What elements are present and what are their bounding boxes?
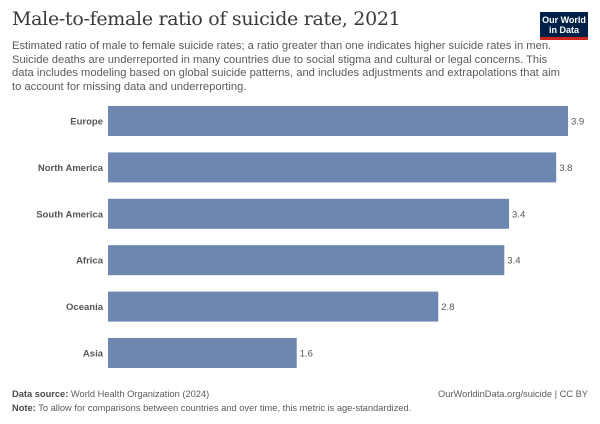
category-label: Africa xyxy=(76,256,104,267)
value-label: 3.4 xyxy=(512,209,525,220)
category-label: Oceania xyxy=(66,302,104,313)
source-label: Data source: xyxy=(12,389,69,399)
value-label: 1.6 xyxy=(300,349,313,360)
note: Note: To allow for comparisons between c… xyxy=(12,403,411,413)
value-label: 3.8 xyxy=(559,163,572,174)
data-source: Data source: World Health Organization (… xyxy=(12,389,209,399)
owid-logo[interactable]: Our World in Data xyxy=(540,12,588,40)
bar xyxy=(108,291,439,322)
bar xyxy=(108,106,568,136)
source-url[interactable]: OurWorldinData.org/suicide | CC BY xyxy=(437,389,588,399)
note-label: Note: xyxy=(12,403,36,413)
category-label: South America xyxy=(36,209,103,220)
chart-subtitle: Estimated ratio of male to female suicid… xyxy=(12,40,560,93)
source-text[interactable]: World Health Organization (2024) xyxy=(70,389,210,399)
chart-title: Male-to-female ratio of suicide rate, 20… xyxy=(12,8,401,30)
bar xyxy=(108,152,557,183)
bar xyxy=(108,338,297,368)
category-label: Europe xyxy=(70,117,103,128)
category-label: North America xyxy=(38,163,104,174)
category-label: Asia xyxy=(83,349,104,360)
value-label: 3.9 xyxy=(571,117,584,128)
bar xyxy=(108,245,505,276)
value-label: 2.8 xyxy=(441,302,454,313)
bar xyxy=(108,198,510,229)
note-text: To allow for comparisons between countri… xyxy=(38,403,412,413)
value-label: 3.4 xyxy=(507,256,520,267)
